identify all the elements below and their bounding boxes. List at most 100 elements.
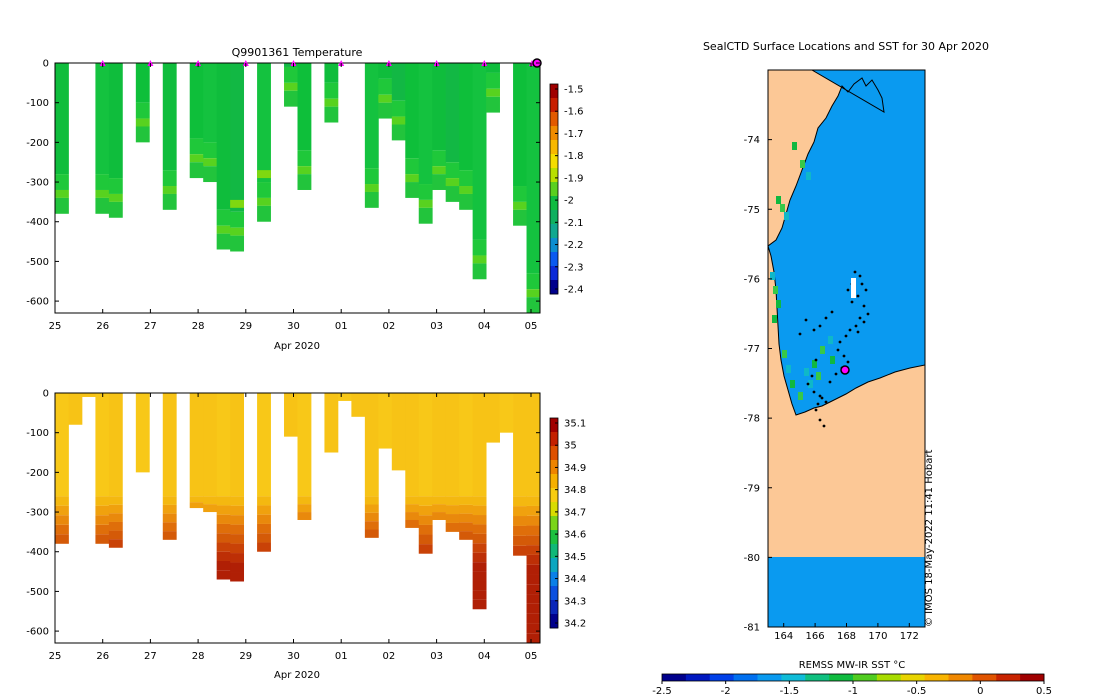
map-colorbar-segment <box>662 674 687 681</box>
map-nearshore-cell <box>804 368 809 376</box>
salinity-cell <box>526 393 541 497</box>
temperature-colorbar-segment <box>550 168 558 183</box>
map-track-point <box>860 282 864 286</box>
temperature-cell <box>284 63 298 67</box>
salinity-xtick-label: 29 <box>239 651 252 662</box>
temperature-xtick-label: 28 <box>192 321 205 332</box>
temperature-cell <box>432 166 447 175</box>
temperature-cell <box>230 63 245 212</box>
temperature-cell <box>405 158 420 175</box>
temperature-cell <box>364 63 379 169</box>
temperature-cell <box>526 273 541 290</box>
temperature-colorbar-label: -1.6 <box>564 107 584 118</box>
salinity-xtick-label: 26 <box>96 651 109 662</box>
salinity-ytick-label: -300 <box>26 508 49 519</box>
map-track-point <box>864 288 868 292</box>
temperature-cell <box>189 63 204 139</box>
temperature-xtick-label: 05 <box>525 321 538 332</box>
temperature-cell <box>230 235 245 252</box>
temperature-cell <box>459 63 474 171</box>
temperature-cell <box>432 150 447 167</box>
temperature-xlabel: Apr 2020 <box>274 341 320 352</box>
salinity-ytick-label: -100 <box>26 428 49 439</box>
temperature-cell <box>108 178 123 194</box>
map-nearshore-cell <box>782 350 787 358</box>
salinity-cell <box>445 522 460 532</box>
salinity-xtick-label: 27 <box>144 651 157 662</box>
map-nearshore-cell <box>776 196 781 204</box>
salinity-cell <box>445 496 460 506</box>
map-track-point <box>830 310 834 314</box>
map-track-point <box>846 360 850 364</box>
temperature-xtick-label: 30 <box>287 321 300 332</box>
map-nearshore-cell <box>786 365 791 373</box>
salinity-cell <box>526 515 541 526</box>
temperature-colorbar-label: -2.4 <box>564 285 584 296</box>
temperature-cell <box>445 162 460 179</box>
temperature-cell <box>284 90 298 107</box>
map-nearshore-cell <box>800 160 805 168</box>
temperature-cell <box>257 205 271 222</box>
salinity-cell <box>459 531 474 540</box>
salinity-cell <box>162 504 177 514</box>
salinity-cell <box>216 551 231 561</box>
temperature-cell <box>230 211 245 228</box>
salinity-cell <box>108 521 123 531</box>
temperature-cell <box>486 72 500 89</box>
map-nearshore-cell <box>830 356 835 364</box>
temperature-cell <box>257 170 271 179</box>
salinity-cell <box>216 533 231 543</box>
salinity-cell <box>81 393 96 397</box>
temperature-colorbar-label: -2 <box>564 196 574 207</box>
map-nearshore-cell <box>772 315 777 323</box>
salinity-cell <box>405 496 420 505</box>
salinity-cell <box>284 393 298 437</box>
salinity-cell <box>55 496 69 506</box>
temperature-ytick-label: -600 <box>26 297 49 308</box>
map-track-point <box>816 402 820 406</box>
salinity-cell <box>216 514 231 524</box>
salinity-cell <box>405 512 420 520</box>
salinity-cell <box>445 514 460 523</box>
salinity-cell <box>513 496 527 507</box>
temperature-ytick-label: -200 <box>26 138 49 149</box>
salinity-colorbar-label: 34.2 <box>564 619 586 630</box>
salinity-cell <box>526 633 541 643</box>
temperature-cell <box>472 263 487 280</box>
temperature-colorbar-segment <box>550 224 558 239</box>
salinity-cell <box>459 496 474 505</box>
salinity-cell <box>68 393 83 425</box>
salinity-cell <box>297 496 312 505</box>
map-xtick-label: 164 <box>774 631 793 642</box>
temperature-cell <box>324 98 339 107</box>
salinity-cell <box>526 535 541 546</box>
salinity-cell <box>55 393 69 497</box>
map-nearshore-cell <box>828 336 833 344</box>
salinity-cell <box>526 505 541 516</box>
temperature-cell <box>391 116 406 125</box>
salinity-cell <box>445 505 460 515</box>
temperature-cell <box>418 184 433 200</box>
map-colorbar-tick-label: 0.5 <box>1036 686 1052 697</box>
temperature-cell <box>284 82 298 91</box>
map-colorbar-segment <box>853 674 878 681</box>
salinity-cell <box>297 512 312 520</box>
map-nearshore-cell <box>773 286 778 294</box>
map-colorbar-segment <box>709 674 735 681</box>
salinity-xtick-label: 01 <box>335 651 348 662</box>
temperature-colorbar-segment <box>550 238 558 253</box>
temperature-cell <box>364 191 379 208</box>
salinity-cell <box>162 531 177 540</box>
salinity-cell <box>526 613 541 624</box>
salinity-cell <box>257 533 271 543</box>
temperature-colorbar-segment <box>550 280 558 295</box>
map-nearshore-cell <box>816 372 821 380</box>
temperature-cell <box>284 66 298 83</box>
temperature-colorbar-segment <box>550 126 558 141</box>
salinity-cell <box>459 513 474 523</box>
salinity-cell <box>364 512 379 522</box>
salinity-cell <box>216 523 231 534</box>
temperature-cell <box>391 100 406 117</box>
map-ytick-label: -80 <box>744 553 760 564</box>
temperature-colorbar-label: -1.7 <box>564 129 584 140</box>
